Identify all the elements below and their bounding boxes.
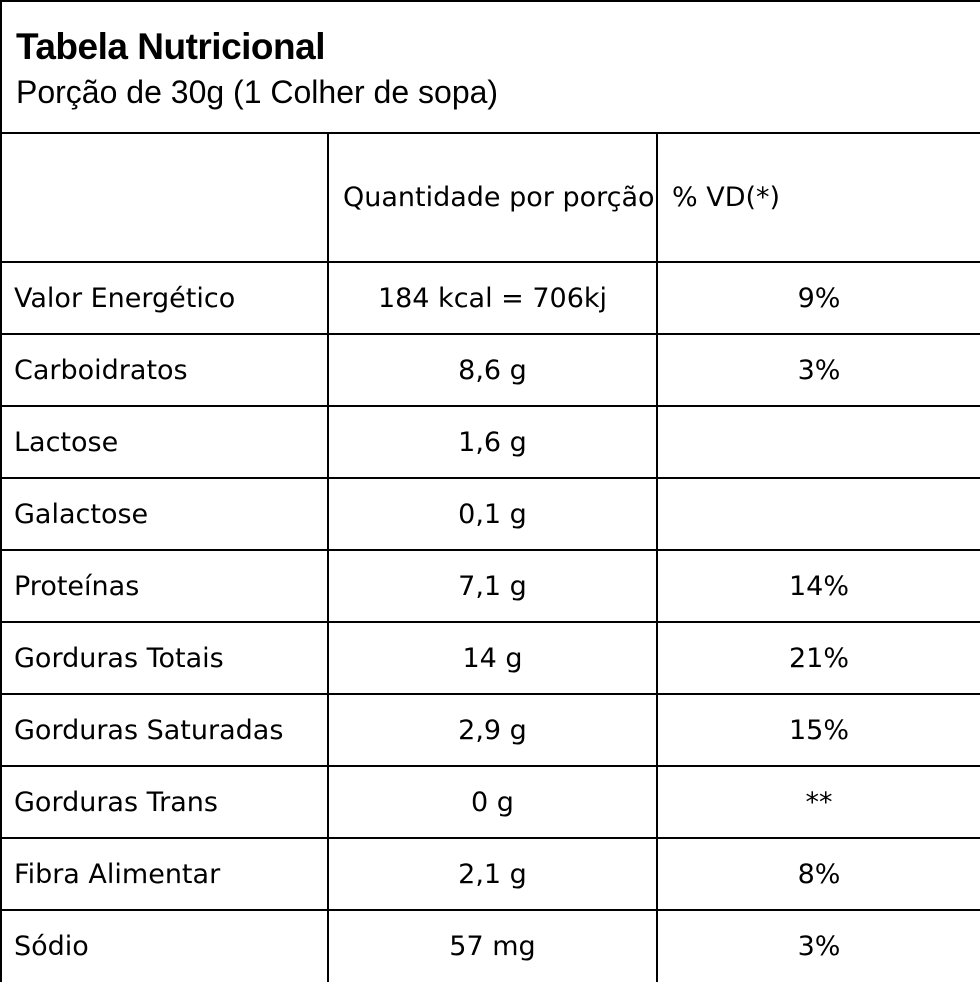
nutrient-amount: 0 g <box>327 765 658 839</box>
nutrient-amount: 1,6 g <box>327 405 658 479</box>
nutrient-dv <box>656 477 980 551</box>
nutrient-dv: 3% <box>656 909 980 982</box>
nutrient-name: Galactose <box>0 477 329 551</box>
table-header-row: Quantidade por porção % VD(*) <box>0 132 980 263</box>
serving-size: Porção de 30g (1 Colher de sopa) <box>16 74 499 110</box>
table-row: Valor Energético 184 kcal = 706kj 9% <box>0 261 980 335</box>
table-row: Gorduras Saturadas 2,9 g 15% <box>0 693 980 767</box>
nutrient-name: Sódio <box>0 909 329 982</box>
nutrient-dv: 8% <box>656 837 980 911</box>
nutrient-amount: 184 kcal = 706kj <box>327 261 658 335</box>
nutrient-amount: 8,6 g <box>327 333 658 407</box>
nutrient-dv: 21% <box>656 621 980 695</box>
nutrient-name: Lactose <box>0 405 329 479</box>
nutrient-amount: 0,1 g <box>327 477 658 551</box>
nutrient-amount: 2,1 g <box>327 837 658 911</box>
table-row: Gorduras Trans 0 g ** <box>0 765 980 839</box>
nutrient-name: Valor Energético <box>0 261 329 335</box>
nutrient-dv <box>656 405 980 479</box>
nutrient-name: Carboidratos <box>0 333 329 407</box>
table-row: Proteínas 7,1 g 14% <box>0 549 980 623</box>
table-row: Gorduras Totais 14 g 21% <box>0 621 980 695</box>
nutrient-amount: 57 mg <box>327 909 658 982</box>
label-title: Tabela Nutricional <box>16 26 326 67</box>
nutrient-dv: 3% <box>656 333 980 407</box>
table-row: Lactose 1,6 g <box>0 405 980 479</box>
nutrient-name: Fibra Alimentar <box>0 837 329 911</box>
nutrient-dv: 14% <box>656 549 980 623</box>
nutrient-name: Gorduras Saturadas <box>0 693 329 767</box>
table-row: Carboidratos 8,6 g 3% <box>0 333 980 407</box>
nutrition-table: Quantidade por porção % VD(*) Valor Ener… <box>0 132 980 982</box>
nutrient-dv: 9% <box>656 261 980 335</box>
label-header: Tabela Nutricional Porção de 30g (1 Colh… <box>4 4 980 134</box>
header-dv-cell: % VD(*) <box>656 132 980 263</box>
nutrient-name: Proteínas <box>0 549 329 623</box>
nutrient-name: Gorduras Totais <box>0 621 329 695</box>
nutrient-name: Gorduras Trans <box>0 765 329 839</box>
header-nutrient-cell <box>0 132 329 263</box>
nutrient-amount: 2,9 g <box>327 693 658 767</box>
nutrient-amount: 14 g <box>327 621 658 695</box>
header-amount-cell: Quantidade por porção <box>327 132 658 263</box>
nutrient-dv: ** <box>656 765 980 839</box>
table-row: Fibra Alimentar 2,1 g 8% <box>0 837 980 911</box>
nutrient-dv: 15% <box>656 693 980 767</box>
nutrient-amount: 7,1 g <box>327 549 658 623</box>
table-row: Galactose 0,1 g <box>0 477 980 551</box>
table-row: Sódio 57 mg 3% <box>0 909 980 982</box>
